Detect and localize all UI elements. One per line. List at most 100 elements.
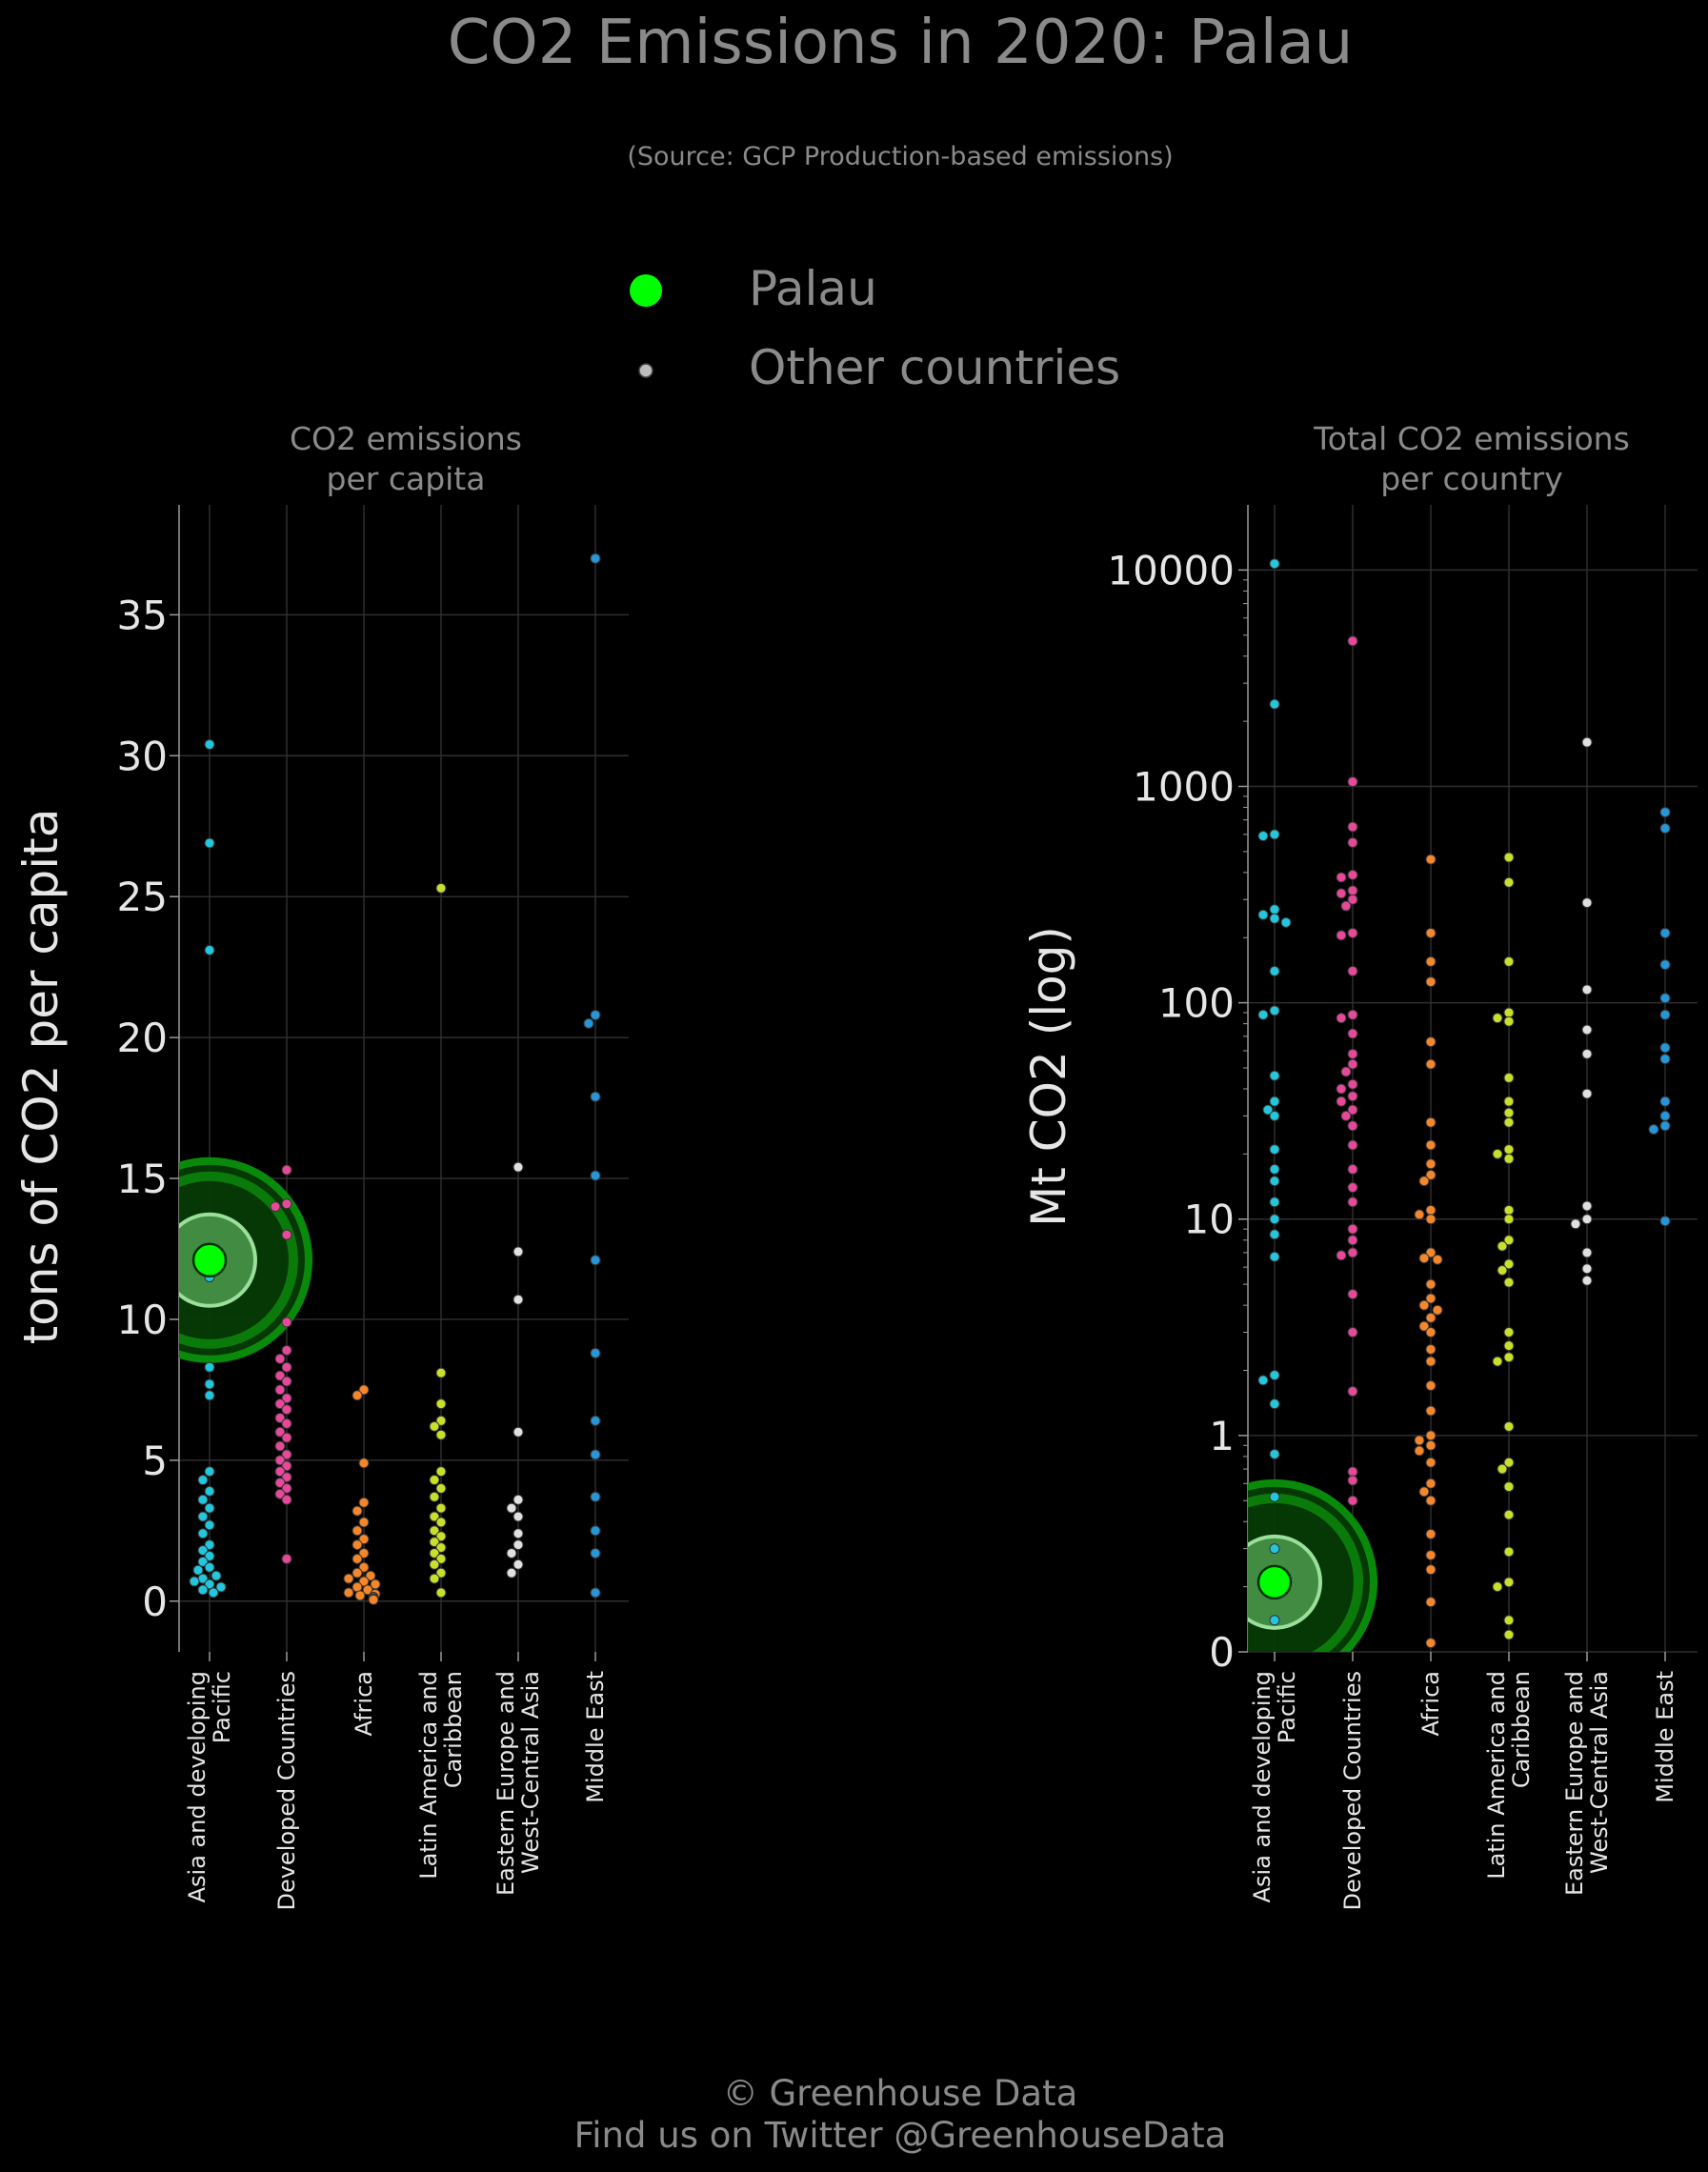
legend: Palau Other countries — [630, 261, 1120, 395]
y-ticks: 0 5 10 15 20 25 30 35 — [117, 505, 180, 1652]
y-tick-label: 10000 — [1107, 547, 1235, 593]
data-point — [1659, 993, 1671, 1004]
data-point — [1269, 913, 1280, 924]
data-point — [1347, 1495, 1358, 1506]
data-point — [1425, 1564, 1437, 1576]
data-point — [274, 1353, 286, 1364]
data-point — [1336, 1083, 1347, 1095]
footer-copyright: © Greenhouse Data — [723, 2073, 1078, 2114]
data-point — [1492, 1581, 1503, 1593]
x-tick-label: Middle East — [1652, 1671, 1678, 1803]
data-point — [1425, 1405, 1437, 1417]
y-tick-label: 10 — [117, 1297, 168, 1343]
data-point — [215, 1581, 227, 1593]
data-point — [1336, 1250, 1347, 1261]
data-point — [1269, 965, 1280, 976]
data-point — [1425, 1495, 1437, 1506]
data-point — [590, 1255, 601, 1266]
data-point — [506, 1567, 517, 1579]
data-point — [274, 1440, 286, 1452]
data-point — [281, 1376, 292, 1387]
data-point — [1414, 1445, 1425, 1457]
data-point — [204, 1485, 215, 1497]
data-point — [281, 1393, 292, 1404]
data-point — [1280, 916, 1292, 928]
data-point — [1269, 1543, 1280, 1555]
data-point — [1262, 1104, 1274, 1116]
data-point — [1503, 1340, 1515, 1352]
data-point — [1425, 1058, 1437, 1070]
data-point — [204, 944, 215, 955]
data-point — [1425, 1430, 1437, 1441]
data-point — [1581, 736, 1593, 748]
data-point — [435, 1553, 447, 1564]
data-point — [590, 1449, 601, 1460]
data-point — [1503, 1214, 1515, 1225]
data-point — [197, 1494, 209, 1505]
data-point — [1269, 1005, 1280, 1016]
data-point — [1503, 1144, 1515, 1156]
data-point — [192, 1564, 204, 1576]
data-point — [1347, 776, 1358, 788]
panel-per-capita: CO2 emissions per capita tons of CO2 per… — [13, 420, 629, 1911]
data-point — [1503, 1235, 1515, 1246]
data-point — [1503, 1153, 1515, 1164]
data-point — [281, 1164, 292, 1176]
x-tick-label: Middle East — [582, 1671, 609, 1803]
data-point — [1659, 1216, 1671, 1227]
data-point — [1269, 1096, 1280, 1107]
data-point — [583, 1017, 594, 1029]
data-point — [1347, 821, 1358, 833]
legend-highlight-marker — [630, 274, 662, 307]
x-tick-label: Africa — [351, 1671, 377, 1736]
data-point — [368, 1594, 379, 1605]
data-point — [435, 1482, 447, 1494]
data-point — [274, 1398, 286, 1410]
data-point — [281, 1460, 292, 1472]
data-point — [1336, 1013, 1347, 1024]
data-point — [1581, 1088, 1593, 1099]
data-point — [1347, 1235, 1358, 1246]
data-point — [204, 1561, 215, 1573]
data-point — [512, 1426, 524, 1438]
data-point — [1340, 1066, 1352, 1077]
data-point — [281, 1229, 292, 1240]
data-point — [1269, 829, 1280, 840]
data-point — [435, 1567, 447, 1579]
data-point — [1503, 852, 1515, 863]
data-point — [1425, 1278, 1437, 1290]
data-point — [204, 837, 215, 849]
y-tick-label: 25 — [117, 874, 168, 920]
data-point — [1336, 888, 1347, 899]
data-point — [189, 1576, 200, 1587]
data-point — [204, 738, 215, 750]
data-point — [1425, 976, 1437, 988]
data-point — [1347, 1048, 1358, 1059]
data-point — [1425, 1036, 1437, 1048]
data-point — [429, 1547, 440, 1559]
data-point — [1347, 1091, 1358, 1102]
data-point — [1257, 1375, 1269, 1386]
y-tick-label: 0 — [142, 1579, 168, 1625]
x-tick-label: Asia and developing — [1249, 1671, 1276, 1902]
data-point — [1659, 1009, 1671, 1020]
data-point — [1269, 1251, 1280, 1262]
data-point — [1418, 1320, 1430, 1332]
data-point — [211, 1570, 222, 1581]
data-point — [1659, 1110, 1671, 1121]
x-tick-label: Eastern Europe and — [1561, 1671, 1588, 1896]
data-point — [435, 1429, 447, 1440]
y-tick-label: 35 — [117, 592, 168, 638]
data-point — [1425, 1214, 1437, 1225]
data-point — [1347, 894, 1358, 905]
y-axis-label: Mt CO2 (log) — [1021, 926, 1076, 1227]
data-point — [512, 1528, 524, 1539]
data-point — [1269, 1491, 1280, 1502]
data-point — [1347, 1386, 1358, 1398]
data-point — [1347, 927, 1358, 938]
data-point — [1347, 965, 1358, 976]
data-points — [179, 553, 601, 1605]
data-point — [1425, 1528, 1437, 1539]
